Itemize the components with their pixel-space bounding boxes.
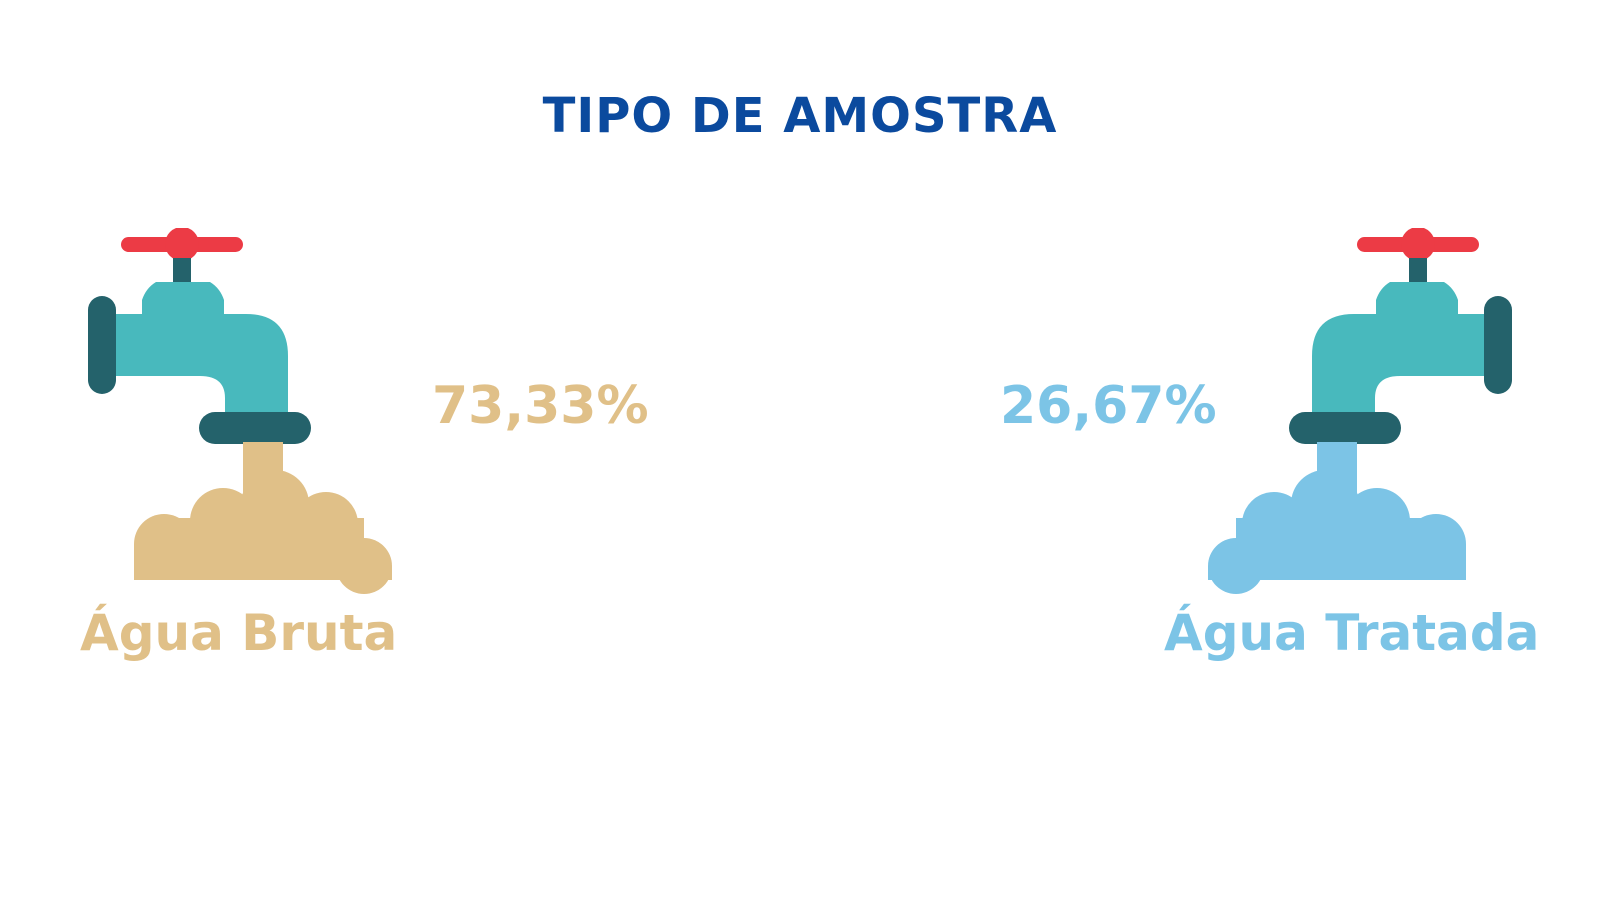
page-title: TIPO DE AMOSTRA	[542, 88, 1058, 144]
treated-water-percent: 26,67%	[1000, 376, 1217, 436]
treated-water-label: Água Tratada	[1164, 604, 1540, 662]
faucet-treated-water	[1202, 228, 1512, 598]
raw-water-percent: 73,33%	[432, 376, 649, 436]
faucet-icon	[1208, 228, 1512, 594]
faucet-raw-water	[88, 228, 398, 598]
raw-water-label: Água Bruta	[80, 604, 398, 662]
faucet-icon	[88, 228, 392, 594]
